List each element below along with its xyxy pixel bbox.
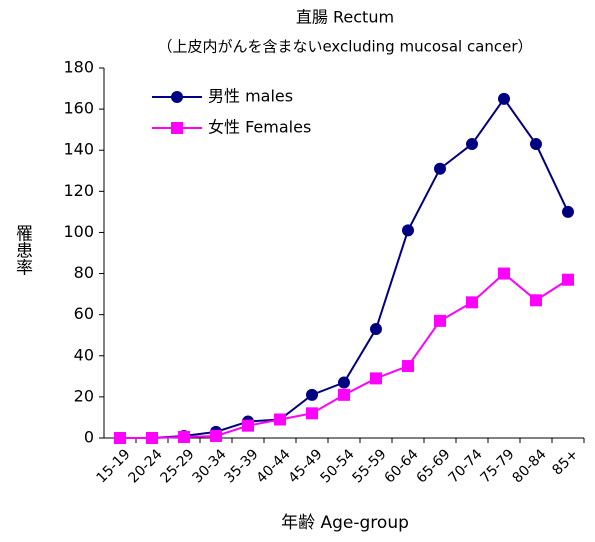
marker [466,296,478,309]
chart-subtitle: （上皮内がんを含まないexcluding mucosal cancer） [157,38,532,56]
y-tick-label: 140 [63,140,94,159]
x-tick-label: 15-19 [94,446,134,486]
x-axis-label: 年齢 Age-group [281,513,409,533]
x-tick-label: 80-84 [510,446,550,486]
marker [498,267,510,280]
marker [402,224,414,237]
y-tick-label: 80 [74,263,94,282]
marker [306,407,318,420]
x-tick-label: 35-39 [222,446,262,486]
y-tick-label: 60 [74,304,94,323]
marker [434,314,446,327]
x-tick-label: 50-54 [318,446,358,486]
marker [171,91,183,103]
series-line [120,272,569,439]
x-tick-label: 60-64 [382,446,422,486]
legend-label: 女性 Females [208,118,311,137]
y-tick-label: 160 [63,99,94,118]
marker [498,92,510,105]
marker [434,162,446,175]
y-tick-label: 20 [74,386,94,405]
marker [562,205,574,218]
x-tick-label: 65-69 [414,446,454,486]
x-tick-label: 45-49 [286,446,326,486]
x-tick-label: 85+ [549,446,581,478]
marker [210,429,222,442]
marker [274,413,286,426]
marker [530,138,542,151]
chart-title: 直腸 Rectum [296,8,394,27]
marker [114,432,126,444]
marker [402,360,414,373]
marker [530,294,542,307]
y-tick-label: 100 [63,222,94,241]
x-tick-label: 55-59 [350,446,390,486]
y-tick-label: 120 [63,181,94,200]
y-tick-label: 180 [63,58,94,77]
marker [338,376,350,389]
x-tick-label: 75-79 [478,446,518,486]
marker [370,323,382,336]
marker [466,138,478,151]
marker [171,122,183,134]
marker [370,372,382,385]
y-tick-label: 0 [84,428,94,447]
marker [146,432,158,444]
marker [562,273,574,286]
x-tick-label: 20-24 [126,446,166,486]
legend-label: 男性 males [208,87,293,106]
y-tick-label: 40 [74,345,94,364]
y-axis-label: 罹患率 [12,225,33,276]
marker [242,419,254,432]
x-tick-label: 70-74 [446,446,486,486]
x-tick-label: 30-34 [190,446,230,486]
x-tick-label: 40-44 [254,446,294,486]
x-tick-label: 25-29 [158,446,198,486]
marker [338,388,350,401]
marker [178,430,190,443]
marker [306,388,318,401]
